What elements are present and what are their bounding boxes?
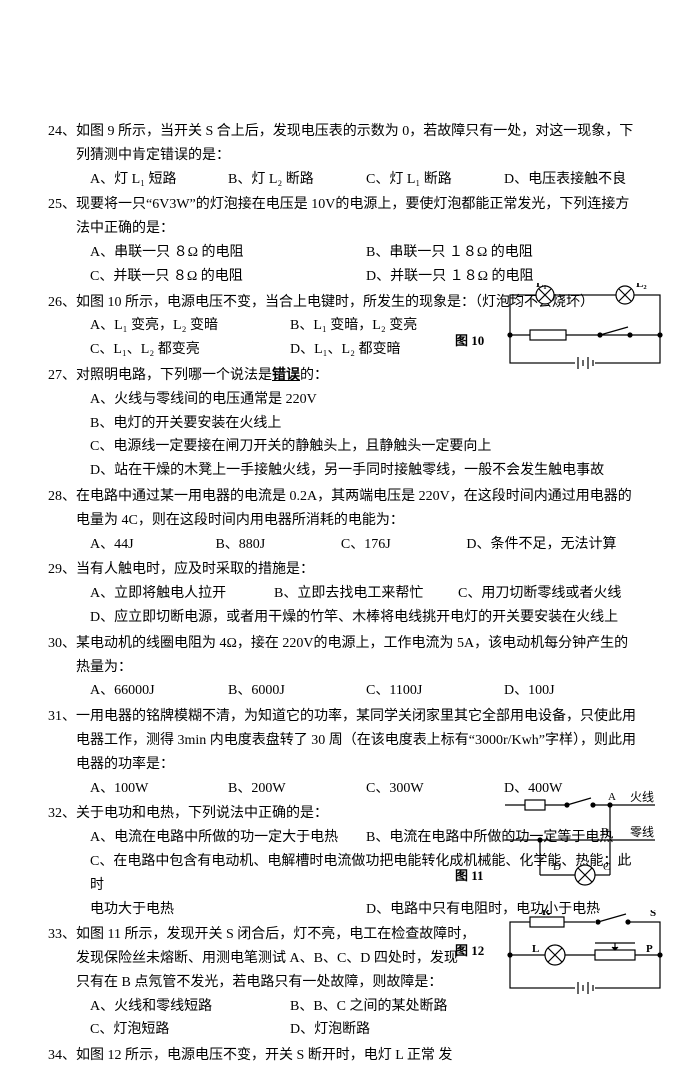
q31-num: 31、 [48,705,76,776]
fig11-D: D [553,861,561,873]
fig11-B: B [601,826,608,838]
q27-err: 错误 [272,368,300,383]
q30-optB: B、6000J [228,679,366,703]
q33-optA: A、火线和零线短路 [90,995,290,1019]
q29: 29、 当有人触电时，应及时采取的措施是： A、立即将触电人拉开 B、立即去找电… [48,558,642,629]
fig11-A: A [608,791,616,803]
q29-optC: C、用刀切断零线或者火线 [458,582,642,606]
q27-optA: A、火线与零线间的电压通常是 220V [48,388,642,412]
q28-text: 在电路中通过某一用电器的电流是 0.2A，其两端电压是 220V，在这段时间内通… [76,485,642,533]
q28-num: 28、 [48,485,76,533]
q30-text: 某电动机的线圈电阻为 4Ω，接在 220V的电源上，工作电流为 5A，该电动机每… [76,632,642,680]
q25-optC: C、并联一只 ８Ω 的电阻 [90,265,366,289]
q31-optA: A、100W [90,777,228,801]
q27-optB: B、电灯的开关要安装在火线上 [48,412,642,436]
q32-optA: A、电流在电路中所做的功一定大于电热 [90,826,366,850]
q28-optC: C、176J [341,533,466,557]
q27-optC: C、电源线一定要接在闸刀开关的静触头上，且静触头一定要向上 [48,435,642,459]
q25: 25、 现要将一只“6V3W”的灯泡接在电压是 10V的电源上，要使灯泡都能正常… [48,193,642,288]
fig11-label: 图 11 [455,865,484,887]
q34: 34、 如图 12 所示，电源电压不变，开关 S 断开时，电灯 L 正常 发 [48,1044,642,1068]
q33-optB: B、B、C 之间的某处断路 [290,995,490,1019]
q31: 31、 一用电器的铭牌模糊不清，为知道它的功率，某同学关闭家里其它全部用电设备，… [48,705,642,800]
q25-optA: A、串联一只 ８Ω 的电阻 [90,241,366,265]
q26-optA: A、L₁ 变亮，L₂ 变暗 [90,314,290,338]
q24-optA: A、灯 L₁ 短路 [90,168,228,192]
fig12-label: 图 12 [455,940,484,962]
q30: 30、 某电动机的线圈电阻为 4Ω，接在 220V的电源上，工作电流为 5A，该… [48,632,642,703]
fig10-label: 图 10 [455,330,484,352]
fig12-circuit: R S L P [500,910,670,1000]
q29-optA: A、立即将触电人拉开 [90,582,274,606]
q28-optA: A、44J [90,533,215,557]
fig11-fire: 火线 [630,790,654,804]
q29-num: 29、 [48,558,76,582]
fig12-P: P [646,943,653,955]
q31-optB: B、200W [228,777,366,801]
q28: 28、 在电路中通过某一用电器的电流是 0.2A，其两端电压是 220V，在这段… [48,485,642,556]
q33-opts: A、火线和零线短路 B、B、C 之间的某处断路 C、灯泡短路 D、灯泡断路 [48,995,490,1043]
q27-pre: 对照明电路，下列哪一个说法是 [76,368,272,383]
fig11: A B C D 火线 零线 [495,790,665,895]
q30-optC: C、1100J [366,679,504,703]
q26-optC: C、L₁、L₂ 都变亮 [90,338,290,362]
fig10-L1: L₁ [536,283,547,290]
q25-optB: B、串联一只 １８Ω 的电阻 [366,241,642,265]
q33-num: 33、 [48,923,76,947]
q28-opts: A、44J B、880J C、176J D、条件不足，无法计算 [48,533,642,557]
fig11-circuit: A B C D 火线 零线 [495,790,665,895]
q31-optC: C、300W [366,777,504,801]
q33-optC: C、灯泡短路 [90,1018,290,1042]
q25-text: 现要将一只“6V3W”的灯泡接在电压是 10V的电源上，要使灯泡都能正常发光，下… [76,193,642,241]
q24-opts: A、灯 L₁ 短路 B、灯 L₂ 断路 C、灯 L₁ 断路 D、电压表接触不良 [48,168,642,192]
q29-text: 当有人触电时，应及时采取的措施是： [76,558,642,582]
q30-opts: A、66000J B、6000J C、1100J D、100J [48,679,642,703]
q24: 24、 如图 9 所示，当开关 S 合上后，发现电压表的示数为 0，若故障只有一… [48,120,642,191]
q26-num: 26、 [48,291,76,315]
fig11-zero: 零线 [630,825,654,839]
q32-num: 32、 [48,802,76,826]
fig10-L2: L₂ [636,283,647,290]
fig10: L₁ L₂ [500,283,670,383]
q31-text: 一用电器的铭牌模糊不清，为知道它的功率，某同学关闭家里其它全部用电设备，只使此用… [76,705,642,776]
fig12-S: S [650,910,656,919]
q27-num: 27、 [48,364,76,388]
q29-optD: D、应立即切断电源，或者用干燥的竹竿、木棒将电线挑开电灯的开关要安装在火线上 [48,606,642,630]
q28-optB: B、880J [215,533,340,557]
fig12-R: R [542,910,551,918]
q25-num: 25、 [48,193,76,241]
q27-post: 的： [300,368,328,383]
fig12-L: L [532,943,539,955]
q29-optB: B、立即去找电工来帮忙 [274,582,458,606]
q26-opts: A、L₁ 变亮，L₂ 变暗 B、L₁ 变暗，L₂ 变亮 C、L₁、L₂ 都变亮 … [48,314,490,362]
q24-text: 如图 9 所示，当开关 S 合上后，发现电压表的示数为 0，若故障只有一处，对这… [76,120,642,168]
fig12: R S L P [500,910,670,1000]
q34-text1: 如图 12 所示，电源电压不变，开关 S 断开时，电灯 L 正常 发 [76,1044,642,1068]
q33-optD: D、灯泡断路 [290,1018,490,1042]
q32-optC-l2: 电功大于电热 [90,898,366,922]
q24-optD: D、电压表接触不良 [504,168,642,192]
q28-optD: D、条件不足，无法计算 [466,533,642,557]
fig11-C: C [603,861,610,873]
q27-optD: D、站在干燥的木凳上一手接触火线，另一手同时接触零线，一般不会发生触电事故 [48,459,642,483]
q25-opts: A、串联一只 ８Ω 的电阻 B、串联一只 １８Ω 的电阻 C、并联一只 ８Ω 的… [48,241,642,289]
q30-optA: A、66000J [90,679,228,703]
q34-num: 34、 [48,1044,76,1068]
q24-num: 24、 [48,120,76,168]
q30-num: 30、 [48,632,76,680]
q29-opts-row1: A、立即将触电人拉开 B、立即去找电工来帮忙 C、用刀切断零线或者火线 [48,582,642,606]
q30-optD: D、100J [504,679,642,703]
fig10-circuit: L₁ L₂ [500,283,670,383]
q24-optC: C、灯 L₁ 断路 [366,168,504,192]
q24-optB: B、灯 L₂ 断路 [228,168,366,192]
